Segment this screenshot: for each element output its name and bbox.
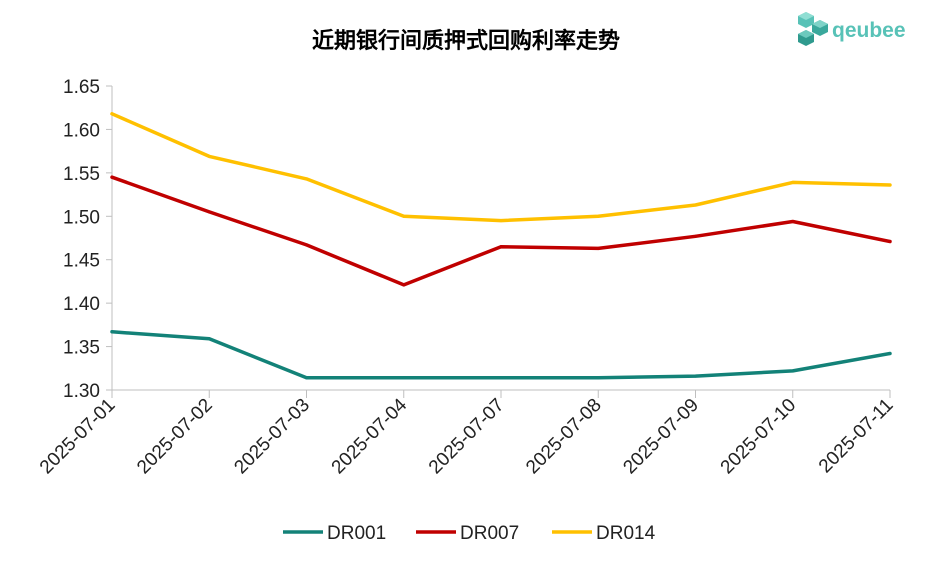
legend-item-dr007: DR007 [416,523,519,544]
data-point-dr001 [402,376,406,380]
y-tick-label: 1.35 [63,338,100,359]
series-dr014 [110,112,892,223]
data-point-dr007 [694,234,697,238]
legend: DR001 DR007 DR014 [283,523,656,544]
x-tick-label: 2025-07-02 [133,395,217,479]
data-point-dr001 [694,374,697,378]
y-tick-label: 1.50 [63,207,100,228]
x-tick-label: 2025-07-01 [36,395,120,479]
data-point-dr001 [791,369,795,373]
y-tick-label: 1.30 [63,381,100,402]
legend-item-dr014: DR014 [552,523,656,544]
data-point-dr007 [499,245,503,249]
series-dr001 [110,330,892,380]
data-point-dr007 [305,243,308,247]
data-point-dr007 [110,175,114,179]
series-layer [110,112,892,380]
data-point-dr014 [305,177,308,181]
series-line-dr007 [110,175,892,287]
data-point-dr001 [305,376,308,380]
y-tick-label: 1.65 [63,77,100,98]
data-point-dr001 [888,352,892,356]
data-point-dr014 [694,203,697,207]
data-point-dr014 [596,214,600,218]
data-point-dr001 [596,376,600,380]
data-point-dr007 [402,283,406,287]
chart-title: 近期银行间质押式回购利率走势 [312,28,620,54]
legend-label: DR001 [327,523,386,544]
data-point-dr001 [110,330,114,334]
x-tick-label: 2025-07-11 [815,395,898,478]
data-point-dr007 [791,219,795,223]
legend-label: DR007 [460,523,519,544]
series-line-dr014 [110,112,892,223]
series-line-dr001 [110,330,892,380]
x-tick-label: 2025-07-07 [425,395,509,479]
y-tick-label: 1.45 [63,251,100,272]
data-point-dr007 [888,239,892,243]
data-point-dr014 [207,154,211,158]
x-axis: 2025-07-01 2025-07-02 2025-07-03 2025-07-04… [36,389,898,479]
legend-label: DR014 [596,523,656,544]
x-tick-label: 2025-07-10 [717,395,801,479]
data-point-dr014 [402,214,406,218]
y-tick-label: 1.40 [63,294,100,315]
data-point-dr001 [207,337,211,341]
logo-cube-icon [798,12,828,46]
x-tick-label: 2025-07-04 [328,394,412,478]
y-tick-label: 1.55 [63,164,100,185]
x-tick-label: 2025-07-08 [522,395,606,479]
data-point-dr007 [207,210,211,214]
data-point-dr014 [791,180,795,184]
data-point-dr014 [499,219,503,223]
series-dr007 [110,175,892,287]
logo-text: qeubee [832,19,906,42]
data-point-dr007 [596,246,600,250]
y-tick-label: 1.60 [63,120,100,141]
data-point-dr001 [499,376,503,380]
data-point-dr014 [888,183,892,187]
legend-item-dr001: DR001 [283,523,386,544]
y-axis: 1.30 1.35 1.40 1.45 1.50 1.55 1.60 1.65 [63,77,113,402]
data-point-dr014 [110,112,114,116]
x-tick-label: 2025-07-03 [230,395,314,479]
x-tick-label: 2025-07-09 [619,395,703,479]
qeubee-logo: qeubee [798,12,906,46]
